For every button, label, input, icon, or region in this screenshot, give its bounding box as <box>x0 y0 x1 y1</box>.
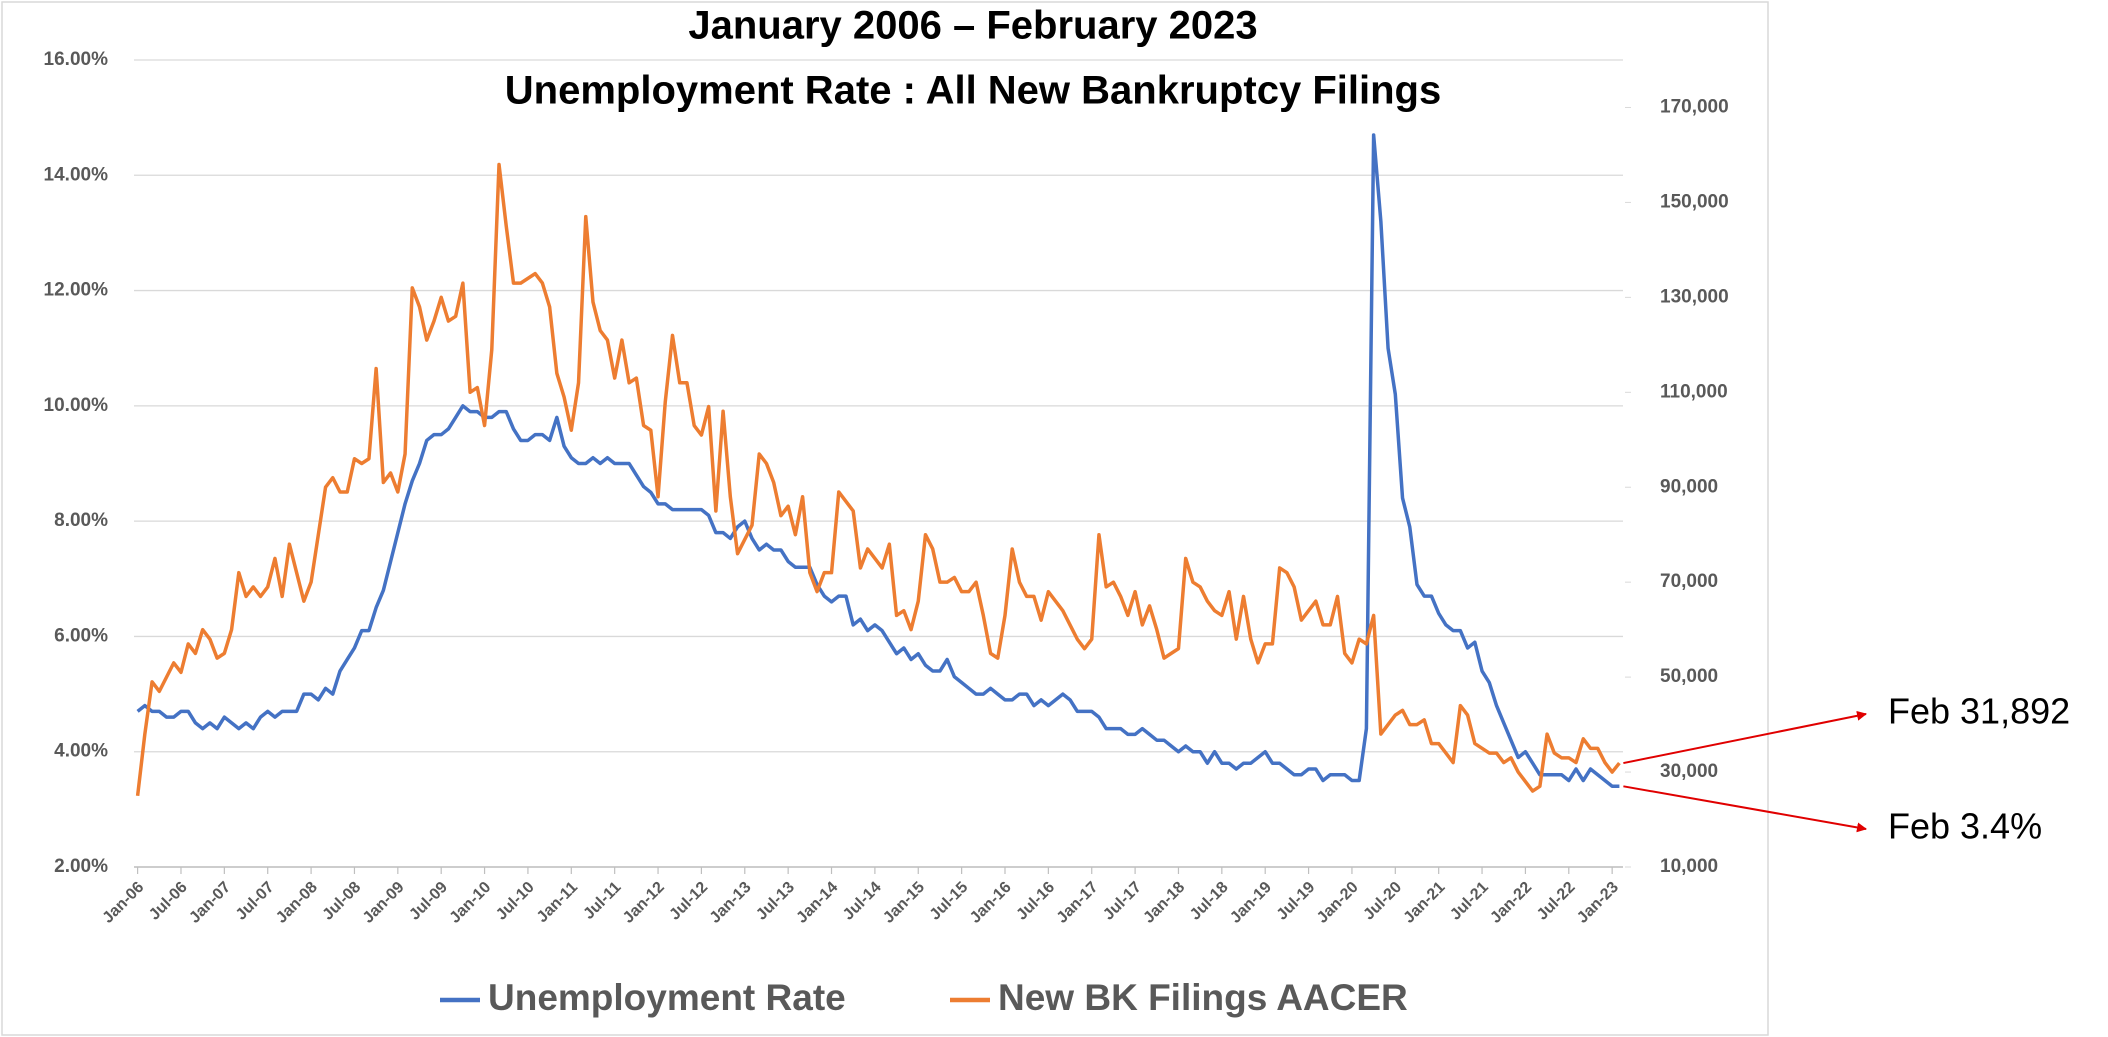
y2-tick-label: 130,000 <box>1660 286 1729 307</box>
annotation-arrow <box>1623 785 1867 833</box>
y-tick-label: 12.00% <box>44 280 109 301</box>
y2-tick-label: 170,000 <box>1660 96 1729 117</box>
y2-tick-label: 70,000 <box>1660 571 1718 592</box>
y-tick-label: 4.00% <box>54 741 108 762</box>
annotation-arrow <box>1623 710 1867 765</box>
y2-tick-label: 150,000 <box>1660 191 1729 212</box>
y2-tick-label: 30,000 <box>1660 761 1718 782</box>
y-tick-label: 6.00% <box>54 625 108 646</box>
y-tick-label: 16.00% <box>44 49 109 70</box>
y2-tick-label: 110,000 <box>1660 381 1728 402</box>
y-tick-label: 10.00% <box>44 395 109 416</box>
chart-title: Unemployment Rate : All New Bankruptcy F… <box>505 69 1441 113</box>
legend-label: Unemployment Rate <box>488 977 846 1018</box>
y-tick-label: 2.00% <box>54 856 108 877</box>
series-line <box>136 133 1620 789</box>
chart-title: January 2006 – February 2023 <box>688 4 1257 48</box>
annotation: Feb 3.4% <box>1888 806 2042 847</box>
annotation: Feb 31,892 <box>1888 691 2070 732</box>
series-line <box>135 162 1621 796</box>
chart-frame <box>1 1 1769 1036</box>
legend-label: New BK Filings AACER <box>998 977 1408 1018</box>
y-tick-label: 8.00% <box>54 510 108 531</box>
y-tick-label: 14.00% <box>44 164 109 185</box>
y2-tick-label: 50,000 <box>1660 666 1718 687</box>
y2-tick-label: 90,000 <box>1660 476 1718 497</box>
y2-tick-label: 10,000 <box>1660 856 1718 877</box>
